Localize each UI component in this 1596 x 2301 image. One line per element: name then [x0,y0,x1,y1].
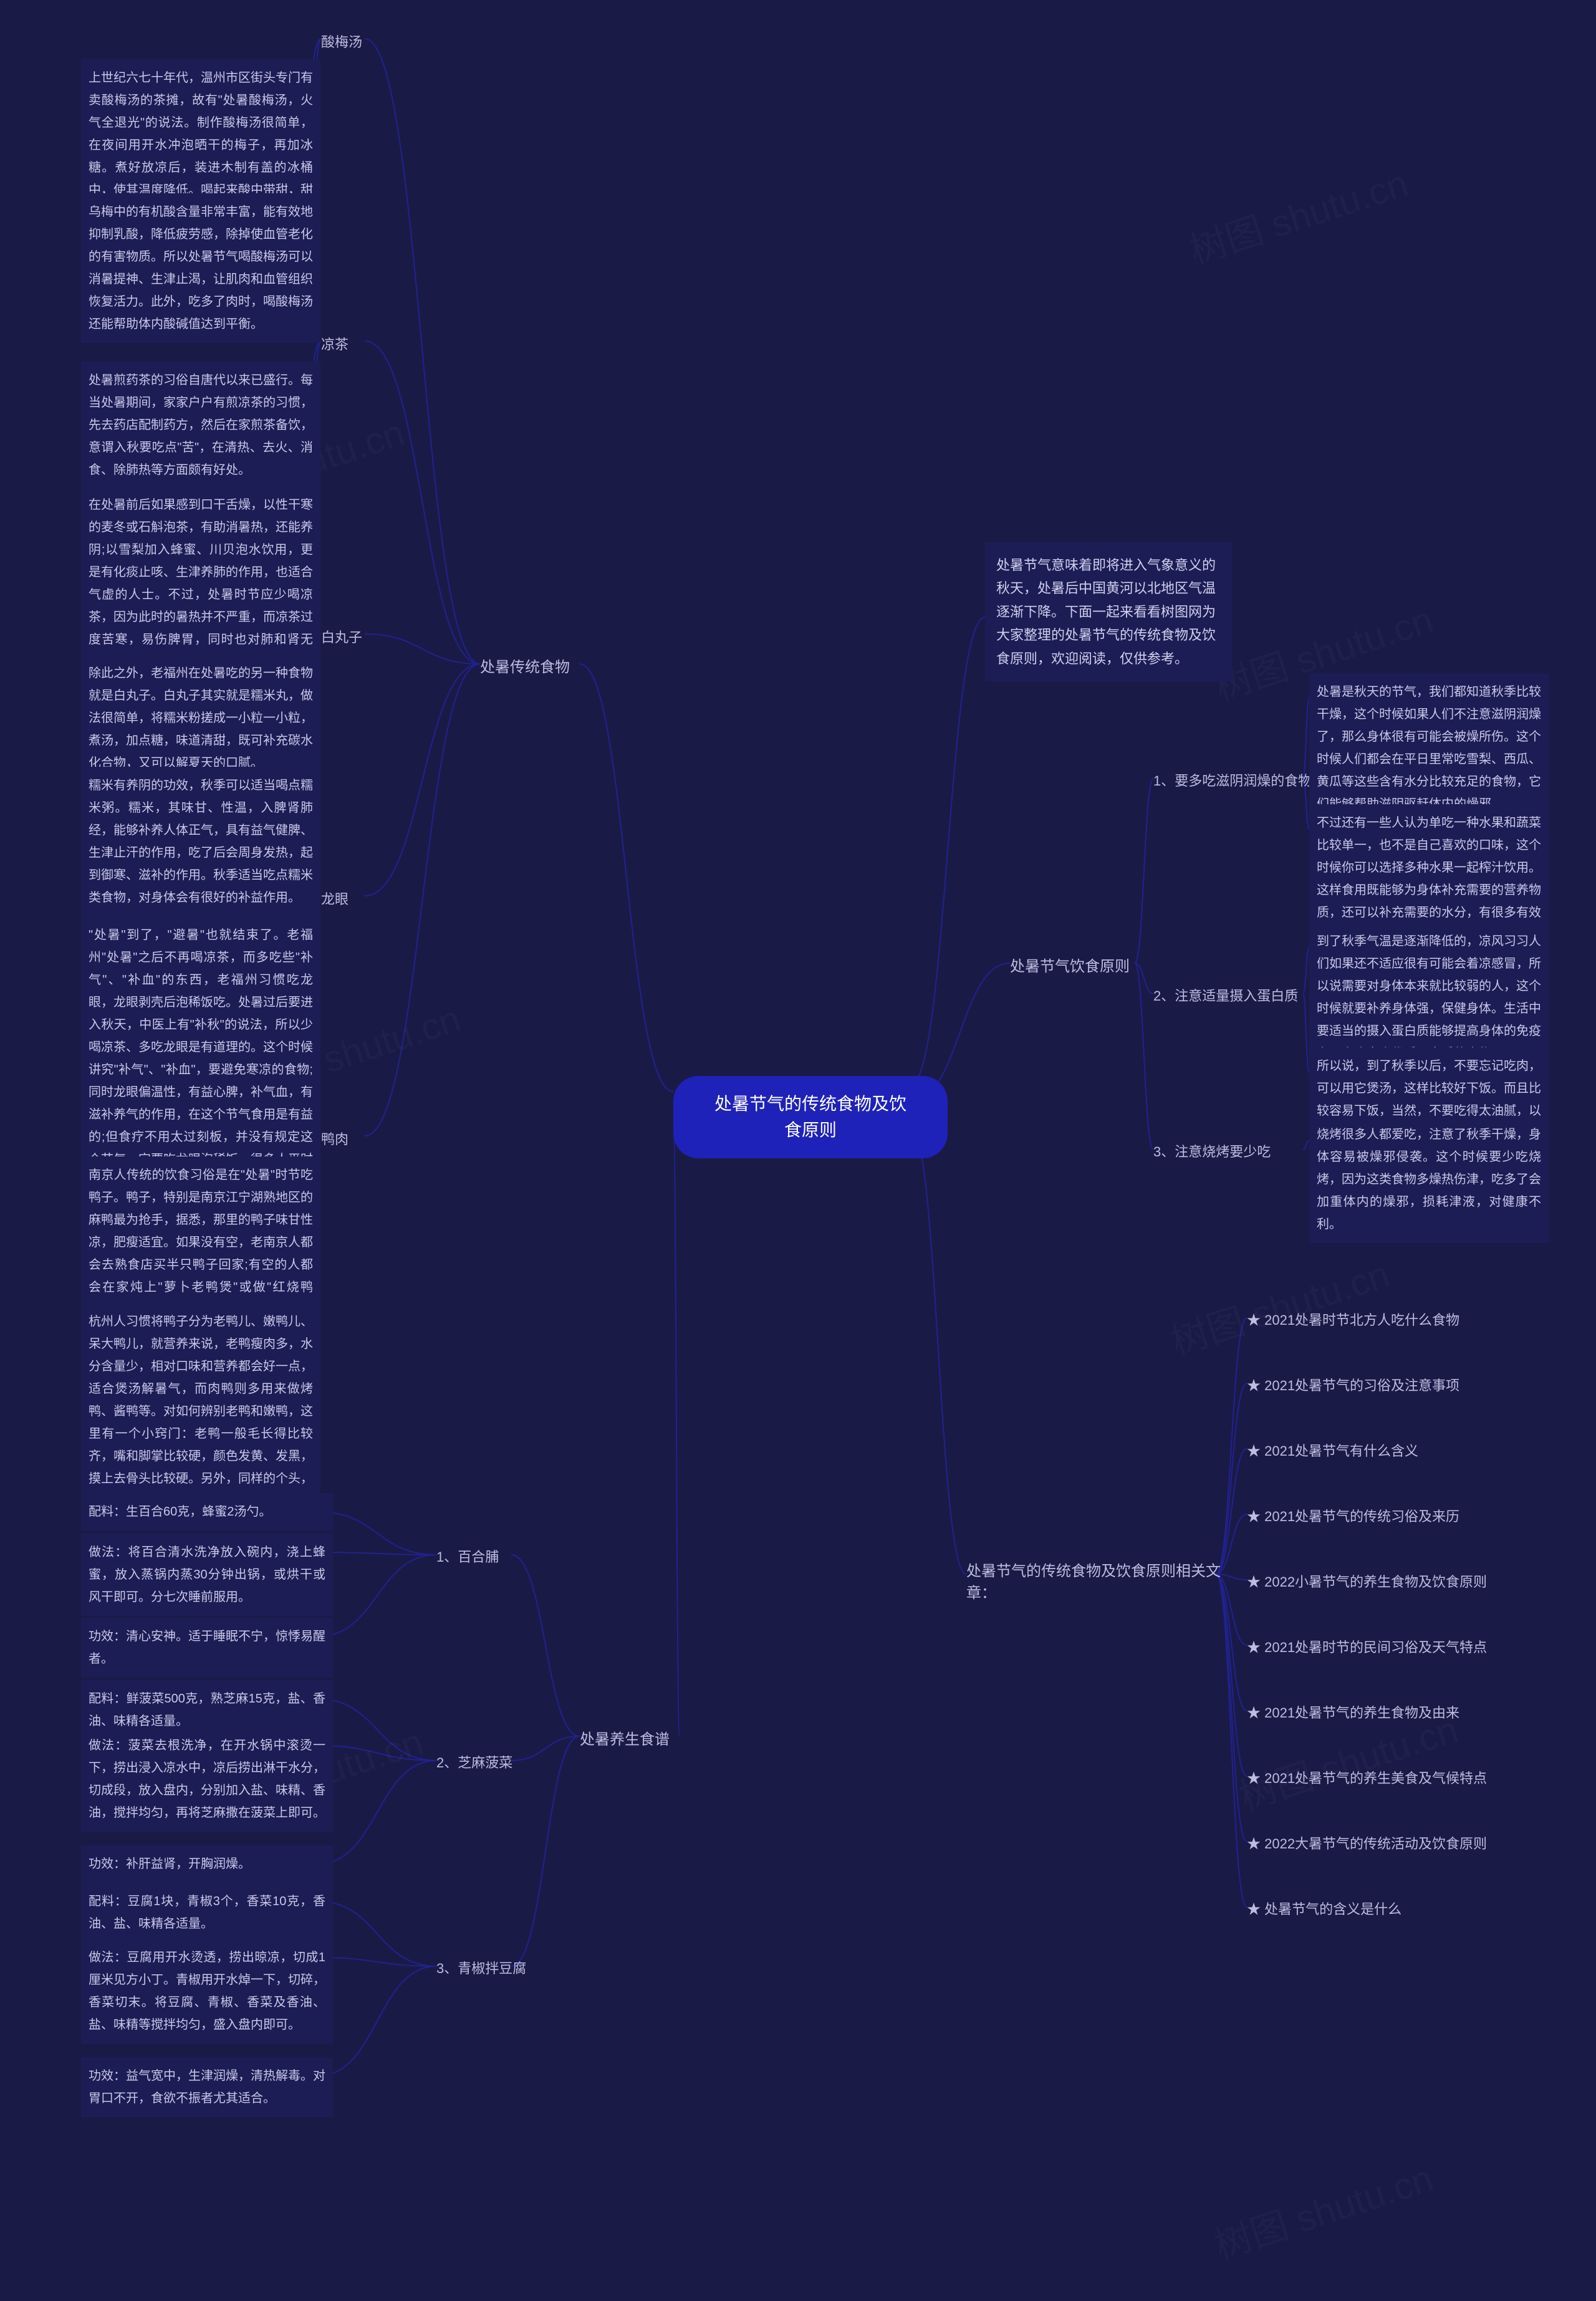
food-card-1-0: 处暑煎药茶的习俗自唐代以来已盛行。每当处暑期间，家家户户有煎凉茶的习惯，先去药店… [81,362,320,489]
recipe-card-0-2: 功效：清心安神。适于睡眠不宁，惊悸易醒者。 [81,1618,333,1678]
recipe-card-0-1: 做法：将百合清水洗净放入碗内，浇上蜂蜜，放入蒸锅内蒸30分钟出锅，或烘干或风干即… [81,1534,333,1616]
article-link-1: ★ 2021处暑节气的习俗及注意事项 [1247,1375,1559,1395]
article-link-6: ★ 2021处暑节气的养生食物及由来 [1247,1702,1559,1722]
article-link-9: ★ 处暑节气的含义是什么 [1247,1898,1559,1918]
food-title-0: 酸梅汤 [321,31,362,51]
recipe-card-2-2: 功效：益气宽中，生津润燥，清热解毒。对胃口不开，食欲不振者尤其适合。 [81,2057,333,2117]
food-card-1-1: 在处暑前后如果感到口干舌燥，以性干寒的麦冬或石斛泡茶，有助消暑热，还能养阴;以雪… [81,486,320,681]
article-link-7: ★ 2021处暑节气的养生美食及气候特点 [1247,1767,1559,1787]
center-node: 处暑节气的传统食物及饮 食原则 [673,1076,948,1158]
food-card-0-1: 乌梅中的有机酸含量非常丰富，能有效地抑制乳酸，降低疲劳感，除掉使血管老化的有害物… [81,193,320,343]
branch-foods-label: 处暑传统食物 [480,655,570,676]
center-title-line2: 食原则 [784,1120,837,1140]
article-link-5: ★ 2021处暑时节的民间习俗及天气特点 [1247,1636,1559,1656]
branch-recipes-label: 处暑养生食谱 [580,1727,670,1749]
recipe-card-1-1: 做法：菠菜去根洗净，在开水锅中滚烫一下，捞出浸入凉水中，凉后捞出淋干水分，切成段… [81,1727,333,1832]
principle-title-0: 1、要多吃滋阴润燥的食物 [1153,770,1328,790]
food-title-3: 龙眼 [321,888,349,908]
recipe-title-1: 2、芝麻菠菜 [436,1752,530,1772]
center-title-line1: 处暑节气的传统食物及饮 [714,1094,906,1113]
branch-articles-label: 处暑节气的传统食物及饮食原则相关文章： [966,1559,1228,1602]
intro-text: 处暑节气意味着即将进入气象意义的秋天，处暑后中国黄河以北地区气温逐渐下降。下面一… [996,557,1216,666]
intro-card: 处暑节气意味着即将进入气象意义的秋天，处暑后中国黄河以北地区气温逐渐下降。下面一… [985,542,1232,681]
principle-title-1: 2、注意适量摄入蛋白质 [1153,985,1328,1005]
article-link-2: ★ 2021处暑节气有什么含义 [1247,1440,1559,1460]
principle-card-2-0: 烧烤很多人都爱吃，注意了秋季干燥，身体容易被燥邪侵袭。这个时候要少吃烧烤，因为这… [1309,1116,1549,1243]
recipe-card-2-1: 做法：豆腐用开水烫透，捞出晾凉，切成1厘米见方小丁。青椒用开水焯一下，切碎，香菜… [81,1939,333,2044]
food-title-4: 鸭肉 [321,1128,349,1148]
food-title-1: 凉茶 [321,334,349,353]
food-title-2: 白丸子 [321,627,362,646]
food-card-2-0: 除此之外，老福州在处暑吃的另一种食物就是白丸子。白丸子其实就是糯米丸，做法很简单… [81,655,320,782]
branch-principles-label: 处暑节气饮食原则 [1010,954,1130,976]
article-link-8: ★ 2022大暑节气的传统活动及饮食原则 [1247,1833,1559,1853]
recipe-title-0: 1、百合脯 [436,1546,530,1566]
recipe-card-1-2: 功效：补肝益肾，开胸润燥。 [81,1845,333,1883]
recipe-title-2: 3、青椒拌豆腐 [436,1958,530,1977]
recipe-card-2-0: 配料：豆腐1块，青椒3个，香菜10克，香油、盐、味精各适量。 [81,1883,333,1943]
article-link-4: ★ 2022小暑节气的养生食物及饮食原则 [1247,1571,1559,1591]
article-link-0: ★ 2021处暑时节北方人吃什么食物 [1247,1309,1559,1329]
principle-title-2: 3、注意烧烤要少吃 [1153,1141,1328,1161]
recipe-card-0-0: 配料：生百合60克，蜂蜜2汤勺。 [81,1493,333,1530]
food-card-4-1: 杭州人习惯将鸭子分为老鸭儿、嫩鸭儿、呆大鸭儿，就营养来说，老鸭瘦肉多，水分含量少… [81,1303,320,1520]
food-card-2-1: 糯米有养阴的功效，秋季可以适当喝点糯米粥。糯米，其味甘、性温，入脾肾肺经，能够补… [81,767,320,916]
article-link-3: ★ 2021处暑节气的传统习俗及来历 [1247,1506,1559,1525]
principle-card-0-0: 处暑是秋天的节气，我们都知道秋季比较干燥，这个时候如果人们不注意滋阴润燥了，那么… [1309,673,1549,823]
